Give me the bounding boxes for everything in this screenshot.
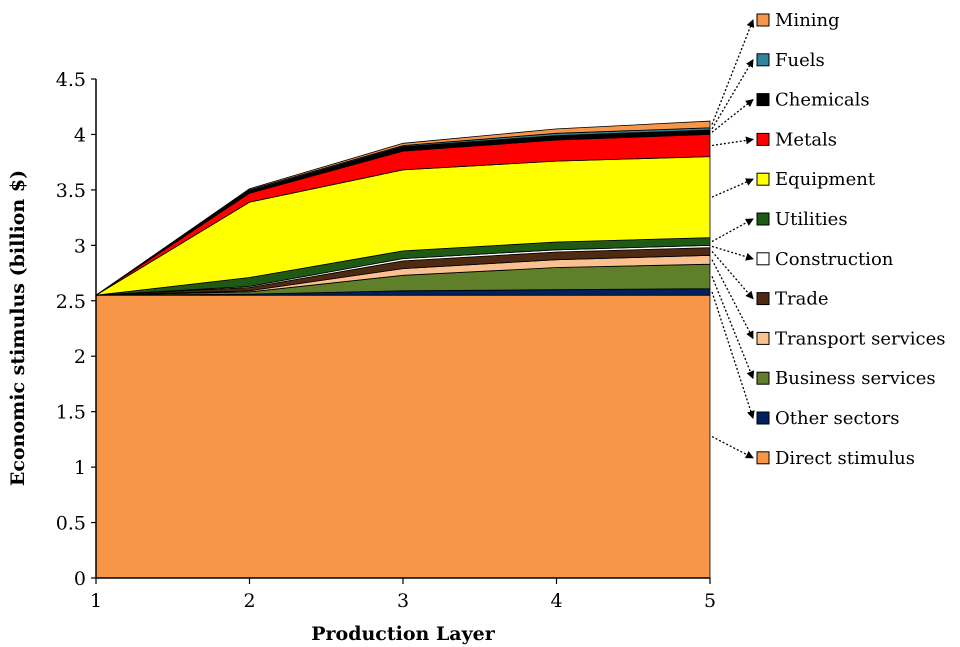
- x-tick-label: 3: [397, 590, 409, 612]
- legend-swatch: [756, 53, 770, 67]
- legend-leader-line: [711, 436, 754, 459]
- legend-item-chemicals: Chemicals: [711, 90, 870, 133]
- y-tick-label: 3.5: [56, 180, 86, 202]
- legend-swatch: [756, 411, 770, 425]
- y-tick-label: 0: [74, 568, 86, 590]
- legend-leader-line: [711, 250, 754, 300]
- legend-item-business-services: Business services: [711, 276, 936, 389]
- legend-item-fuels: Fuels: [711, 50, 825, 130]
- y-tick-labels: 0 0.5 1 1.5 2 2.5 3 3.5 4 4.5: [56, 69, 86, 590]
- legend-swatch: [756, 371, 770, 385]
- x-tick-labels: 1 2 3 4 5: [90, 590, 716, 612]
- legend-swatch: [756, 252, 770, 266]
- legend-swatch: [756, 13, 770, 27]
- legend-swatch: [756, 172, 770, 186]
- legend-item-trade: Trade: [711, 250, 829, 310]
- legend-leader-line: [711, 218, 754, 243]
- y-tick-label: 3: [74, 235, 86, 257]
- y-tick-label: 1: [74, 457, 86, 479]
- legend: Mining Fuels Chemicals Metals Equipment Utili…: [711, 10, 945, 469]
- area-layers: [95, 120, 711, 579]
- legend-leader-line: [711, 136, 754, 147]
- legend-label: Trade: [775, 289, 829, 310]
- y-tick-label: 2.5: [56, 291, 86, 313]
- legend-swatch: [756, 451, 770, 465]
- legend-item-direct-stimulus: Direct stimulus: [711, 436, 915, 469]
- legend-label: Business services: [775, 368, 936, 389]
- x-tick-label: 2: [243, 590, 255, 612]
- x-axis-title: Production Layer: [311, 623, 496, 645]
- y-tick-label: 2: [74, 346, 86, 368]
- legend-label: Equipment: [775, 169, 876, 190]
- legend-leader-line: [711, 98, 754, 133]
- legend-item-mining: Mining: [711, 10, 840, 125]
- x-tick-label: 4: [550, 590, 562, 612]
- legend-item-construction: Construction: [711, 245, 894, 270]
- legend-label: Utilities: [775, 209, 848, 230]
- legend-leader-line: [711, 178, 754, 198]
- legend-label: Transport services: [775, 328, 945, 349]
- legend-label: Other sectors: [775, 408, 899, 429]
- legend-label: Fuels: [775, 50, 825, 71]
- legend-item-other-sectors: Other sectors: [711, 291, 899, 429]
- legend-swatch: [756, 292, 770, 306]
- legend-item-equipment: Equipment: [711, 169, 876, 198]
- legend-leader-line: [711, 58, 754, 130]
- legend-label: Chemicals: [775, 90, 870, 111]
- y-axis-title: Economic stimulus (billion $): [7, 170, 29, 486]
- y-tick-label: 4.5: [56, 69, 86, 91]
- legend-item-transport-services: Transport services: [711, 259, 945, 349]
- legend-label: Metals: [775, 129, 837, 150]
- y-tick-label: 0.5: [56, 513, 86, 535]
- legend-label: Construction: [775, 249, 894, 270]
- legend-swatch: [756, 93, 770, 107]
- area-direct-stimulus: [95, 294, 711, 579]
- legend-swatch: [756, 212, 770, 226]
- legend-swatch: [756, 132, 770, 146]
- legend-leader-line: [711, 291, 755, 419]
- x-tick-label: 5: [704, 590, 716, 612]
- axes: [91, 78, 711, 584]
- legend-item-metals: Metals: [711, 129, 837, 150]
- x-tick-label: 1: [90, 590, 102, 612]
- legend-item-utilities: Utilities: [711, 209, 848, 243]
- legend-leader-line: [711, 245, 754, 261]
- y-tick-label: 1.5: [56, 402, 86, 424]
- area-mining: [95, 120, 711, 296]
- legend-leader-line: [711, 19, 755, 125]
- legend-leader-line: [711, 259, 754, 340]
- legend-label: Mining: [775, 10, 840, 31]
- y-tick-label: 4: [74, 124, 86, 146]
- legend-label: Direct stimulus: [775, 448, 915, 469]
- legend-swatch: [756, 331, 770, 345]
